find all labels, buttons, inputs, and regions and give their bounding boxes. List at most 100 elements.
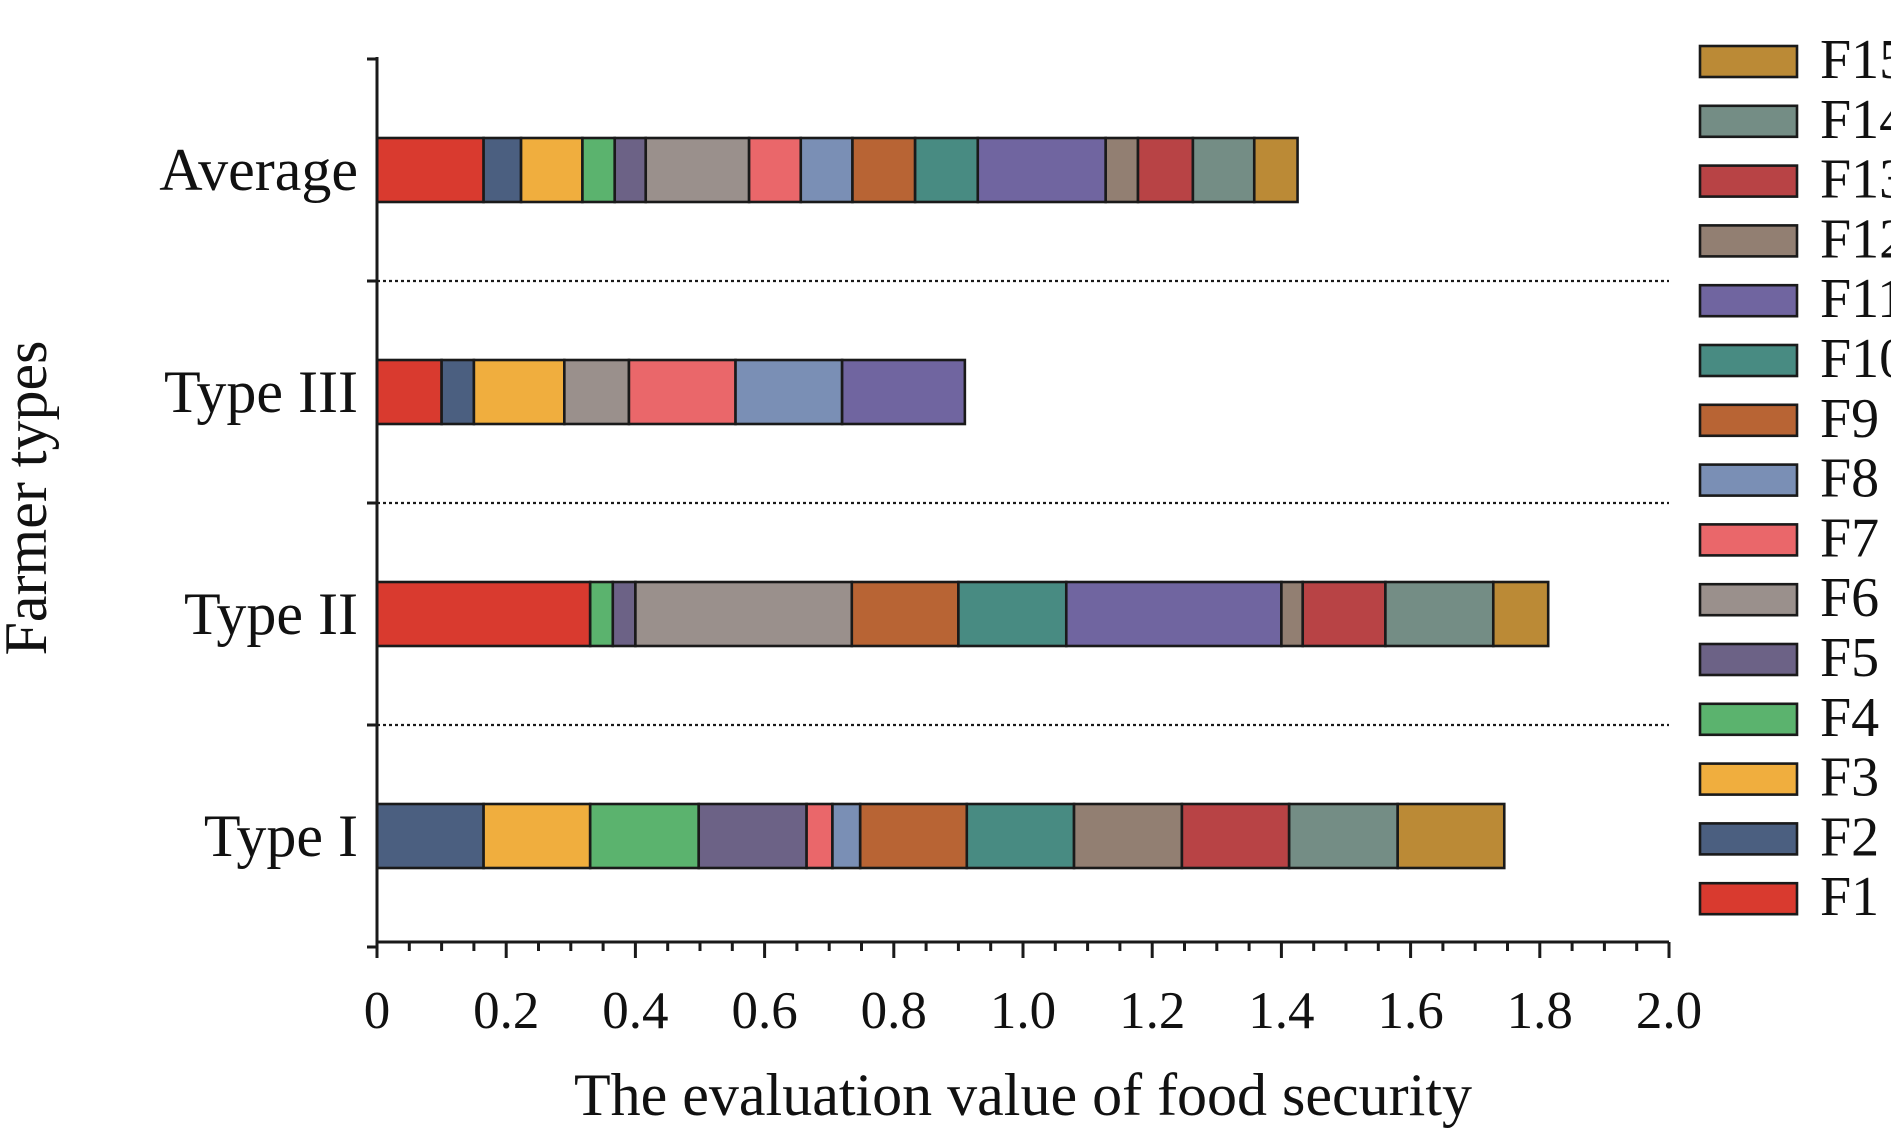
bar-segment-type-ii-f9 (850, 580, 960, 648)
legend-label-f8: F8 (1820, 448, 1879, 510)
legend-swatch-f10 (1698, 343, 1799, 378)
x-axis-label: The evaluation value of food security (574, 1062, 1472, 1128)
x-tick-label: 0.6 (731, 982, 797, 1040)
legend-label-f4: F4 (1820, 687, 1879, 749)
x-tick-label: 0 (364, 982, 391, 1040)
bar-segment-type-i-f9 (858, 802, 969, 870)
legend-swatch-f11 (1698, 283, 1799, 318)
category-label-type-i: Type I (204, 803, 358, 869)
legend-label-f12: F12 (1820, 208, 1891, 270)
legend-label-f2: F2 (1820, 806, 1879, 868)
bar-segment-average-f12 (1104, 136, 1140, 204)
bar-segment-average-f2 (482, 136, 523, 204)
bar-segment-type-ii-f15 (1491, 580, 1550, 648)
bar-segment-average-f6 (644, 136, 751, 204)
category-label-type-ii: Type II (184, 581, 358, 647)
legend-swatch-f8 (1698, 463, 1799, 497)
bar-segment-average-f13 (1136, 136, 1195, 204)
bar-segment-type-iii-f8 (734, 358, 844, 426)
legend-label-f15: F15 (1820, 29, 1891, 91)
bar-segment-type-i-f14 (1287, 802, 1399, 870)
legend-swatch-f2 (1698, 822, 1799, 856)
bar-segment-type-iii-f1 (375, 358, 443, 426)
category-label-type-iii: Type III (164, 359, 358, 425)
bar-segment-average-f4 (581, 136, 617, 204)
bar-segment-type-i-f12 (1072, 802, 1184, 870)
legend-label-f5: F5 (1820, 627, 1879, 689)
bar-segment-type-i-f15 (1396, 802, 1506, 870)
bar-segment-average-f15 (1252, 136, 1299, 204)
x-tick-label: 1.0 (990, 982, 1056, 1040)
ticks (367, 57, 1671, 958)
x-tick-label: 0.4 (602, 982, 668, 1040)
legend-label-f3: F3 (1820, 747, 1879, 809)
bar-segment-type-i-f8 (831, 802, 862, 870)
bar-segment-type-i-f4 (588, 802, 701, 870)
legend-swatch-f6 (1698, 582, 1799, 617)
bar-segment-type-iii-f6 (563, 358, 631, 426)
bar-segment-average-f10 (913, 136, 980, 204)
bar-segment-average-f3 (519, 136, 584, 204)
bar-segment-average-f9 (851, 136, 917, 204)
category-labels: Average Type III Type II Type I (159, 137, 358, 869)
x-tick-label: 0.8 (861, 982, 927, 1040)
bar-segment-average-f5 (613, 136, 648, 204)
x-tick-label: 1.6 (1377, 982, 1443, 1040)
legend-swatch-f7 (1698, 523, 1799, 557)
bar-segment-type-i-f10 (965, 802, 1076, 870)
legend-label-f7: F7 (1820, 507, 1879, 569)
legend-swatch-f3 (1698, 762, 1799, 796)
legend-label-f10: F10 (1820, 328, 1891, 390)
bar-segment-average-f1 (375, 136, 485, 204)
x-tick-labels: 0 0.2 0.4 0.6 0.8 1.0 1.2 1.4 1.6 1.8 2.0 (364, 982, 1702, 1040)
bar-segment-type-iii-f11 (840, 358, 967, 426)
legend-label-f14: F14 (1820, 89, 1891, 151)
bar-segment-type-ii-f13 (1301, 580, 1387, 648)
bar-segment-type-iii-f2 (440, 358, 476, 426)
legend-swatch-f13 (1698, 164, 1799, 198)
bar-segment-type-iii-f3 (472, 358, 566, 426)
legend-swatch-f12 (1698, 224, 1799, 258)
bar-segment-type-ii-f12 (1280, 580, 1305, 648)
bar-segment-average-f11 (976, 136, 1107, 204)
x-tick-label: 1.4 (1248, 982, 1314, 1040)
bar-segment-average-f7 (747, 136, 803, 204)
bar-segment-type-i-f7 (805, 802, 834, 870)
x-tick-label: 1.2 (1119, 982, 1185, 1040)
bar-segment-type-i-f5 (697, 802, 808, 870)
bar-segment-type-ii-f4 (588, 580, 615, 648)
bar-segment-type-ii-f14 (1384, 580, 1495, 648)
legend-label-f13: F13 (1820, 149, 1891, 211)
legend-swatch-f15 (1698, 44, 1799, 79)
bar-segment-type-i-f2 (375, 802, 485, 870)
bar-segment-type-ii-f1 (375, 580, 592, 648)
legend-swatch-f4 (1698, 702, 1799, 737)
category-dividers (377, 279, 1669, 727)
bar-segment-type-ii-f5 (611, 580, 637, 648)
legend-swatch-f1 (1698, 881, 1799, 916)
legend: F15F14F13F12F11F10F9F8F7F6F5F4F3F2F1 (1698, 29, 1891, 928)
bar-segment-average-f14 (1191, 136, 1256, 204)
bar-segment-type-ii-f10 (957, 580, 1068, 648)
bar-segment-type-i-f3 (482, 802, 592, 870)
category-label-average: Average (159, 137, 358, 203)
bar-segment-average-f8 (799, 136, 854, 204)
bar-segment-type-iii-f7 (627, 358, 737, 426)
legend-label-f11: F11 (1820, 268, 1891, 330)
x-tick-label: 2.0 (1636, 982, 1702, 1040)
legend-label-f6: F6 (1820, 567, 1879, 629)
legend-swatch-f14 (1698, 104, 1799, 139)
legend-swatch-f5 (1698, 642, 1799, 677)
y-axis-label: Farmer types (0, 341, 59, 656)
legend-label-f9: F9 (1820, 388, 1879, 450)
bars (375, 136, 1550, 870)
legend-swatch-f9 (1698, 403, 1799, 438)
bar-segment-type-i-f13 (1180, 802, 1291, 870)
x-tick-label: 0.2 (473, 982, 539, 1040)
x-tick-label: 1.8 (1507, 982, 1573, 1040)
bar-segment-type-ii-f6 (634, 580, 854, 648)
legend-label-f1: F1 (1820, 866, 1879, 928)
bar-segment-type-ii-f11 (1064, 580, 1283, 648)
